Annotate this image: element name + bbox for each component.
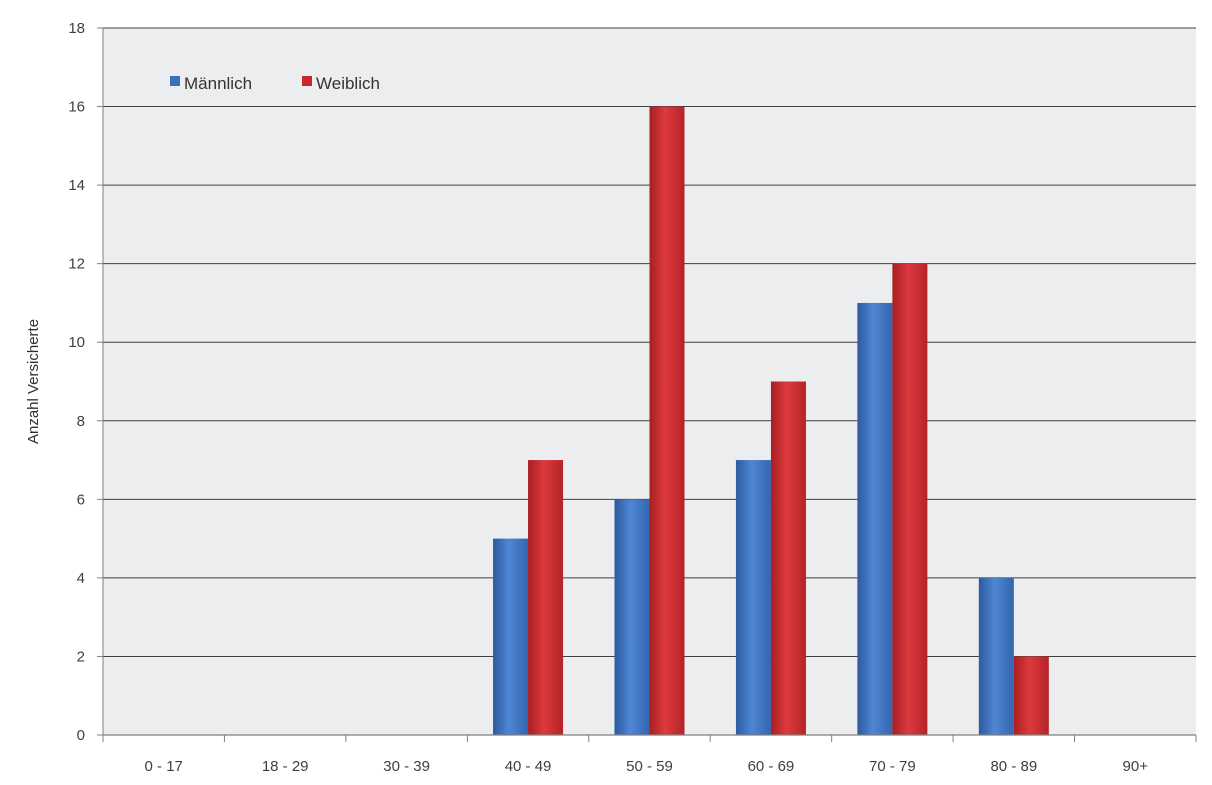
bars	[493, 106, 1049, 736]
bar-weiblich	[770, 381, 806, 735]
legend: Männlich Weiblich	[170, 74, 380, 93]
bar-maennlich	[978, 577, 1014, 735]
x-tick-label: 90+	[1123, 758, 1149, 775]
y-tick-label: 12	[68, 256, 85, 273]
y-tick-label: 14	[68, 177, 85, 194]
x-tick-label: 0 - 17	[145, 758, 183, 775]
x-tick-label: 18 - 29	[262, 758, 309, 775]
bar-maennlich	[493, 538, 529, 735]
y-tick-label: 10	[68, 334, 85, 351]
x-tick-label: 80 - 89	[990, 758, 1037, 775]
x-tick-label: 40 - 49	[505, 758, 552, 775]
y-tick-label: 2	[77, 648, 85, 665]
legend-label: Männlich	[184, 74, 252, 93]
y-tick-label: 16	[68, 99, 85, 116]
x-tick-label: 30 - 39	[383, 758, 430, 775]
bar-weiblich	[649, 106, 685, 736]
y-tick-labels: 0 2 4 6 8 10 12 14 16 18	[68, 20, 85, 744]
y-tick-label: 8	[77, 413, 85, 430]
bar-maennlich	[614, 499, 650, 735]
y-tick-label: 6	[77, 491, 85, 508]
bar-weiblich	[892, 263, 928, 735]
y-tick-label: 4	[77, 570, 85, 587]
bar-maennlich	[735, 460, 771, 735]
y-tick-label: 0	[77, 727, 85, 744]
bar-weiblich	[1013, 656, 1049, 735]
axes	[102, 28, 1197, 742]
legend-label: Weiblich	[316, 74, 380, 93]
x-tick-labels: 0 - 17 18 - 29 30 - 39 40 - 49 50 - 59 60 - 6…	[145, 758, 1149, 775]
y-axis-title: Anzahl Versicherte	[25, 319, 42, 444]
legend-swatch	[302, 76, 312, 86]
x-tick-label: 70 - 79	[869, 758, 916, 775]
x-tick-label: 60 - 69	[748, 758, 795, 775]
x-tick-label: 50 - 59	[626, 758, 673, 775]
legend-swatch	[170, 76, 180, 86]
bar-maennlich	[857, 302, 893, 735]
bar-weiblich	[528, 460, 564, 735]
y-tick-label: 18	[68, 20, 85, 37]
